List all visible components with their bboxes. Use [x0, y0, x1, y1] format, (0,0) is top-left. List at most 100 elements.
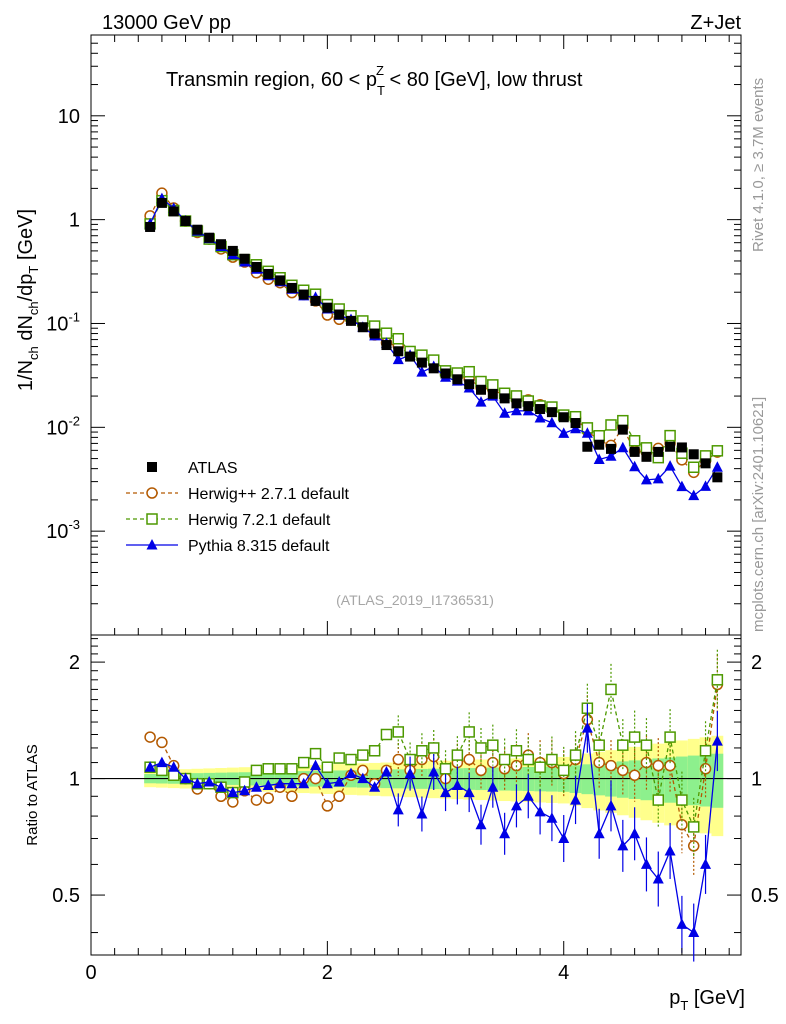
herwig7-ratio-point: [534, 761, 546, 773]
atlas-point: [216, 239, 226, 250]
atlas-point: [535, 404, 546, 415]
herwig7-ratio-point: [321, 761, 334, 773]
herwig7-ratio-point: [699, 745, 712, 757]
stat-band: [581, 764, 594, 795]
pythia-ratio-point: [274, 777, 286, 789]
pythia-ratio-point: [605, 799, 617, 811]
pythia-point: [605, 450, 617, 461]
herwig7-ratio-point: [475, 742, 487, 754]
pythia-ratio-point: [262, 779, 274, 790]
pythia-ratio-point: [191, 777, 203, 789]
pythia-point: [534, 411, 546, 423]
pythia-point: [546, 416, 558, 428]
y-tick-label: 10-3: [46, 517, 80, 543]
atlas-point: [251, 261, 262, 272]
pythia-ratio-point: [711, 735, 723, 746]
y-tick-label: 10: [58, 106, 80, 128]
herwigpp-ratio-point: [628, 769, 641, 782]
main-series: [144, 187, 724, 501]
atlas-point: [452, 374, 463, 385]
atlas-point: [653, 446, 664, 457]
herwig7-ratio-point: [167, 769, 180, 782]
header-energy-label: 13000 GeV pp: [102, 12, 231, 34]
herwig7-ratio-point: [487, 739, 499, 751]
ratio-tick-label: 2: [69, 652, 80, 674]
pythia-ratio-point: [310, 759, 322, 771]
pythia-point: [558, 427, 570, 438]
atlas-point: [381, 340, 392, 351]
ratio-series: [91, 649, 741, 962]
pythia-ratio-point: [250, 781, 262, 792]
herwig7-ratio-point: [617, 739, 629, 751]
pythia-ratio-point: [510, 799, 522, 811]
herwig7-ratio-point: [557, 764, 570, 777]
atlas-point: [476, 384, 486, 395]
x-tick-label: 0: [85, 962, 96, 984]
herwig7-point: [711, 445, 724, 457]
herwig7-point: [463, 365, 475, 378]
pythia-point: [664, 460, 676, 471]
atlas-point: [712, 472, 723, 483]
pythia-ratio-point: [534, 805, 546, 817]
y-tick-label: 10-1: [46, 309, 80, 335]
herwig7-ratio-point: [392, 726, 405, 738]
stat-band: [605, 762, 617, 797]
herwig7-ratio-point: [652, 794, 665, 806]
pythia-ratio-point: [298, 777, 310, 789]
herwig7-ratio-point: [687, 821, 700, 833]
pythia-ratio-point: [570, 794, 582, 805]
herwig7-ratio-point: [569, 749, 582, 761]
legend-marker: [146, 539, 158, 550]
stat-band: [664, 757, 676, 803]
legend-label: Pythia 8.315 default: [188, 538, 330, 555]
atlas-point: [263, 268, 274, 279]
herwigpp-ratio-point: [250, 794, 263, 806]
herwig7-ratio-point: [439, 763, 452, 775]
herwig7-point: [380, 327, 393, 339]
herwig7-ratio-point: [345, 753, 357, 766]
herwig7-ratio-point: [711, 674, 724, 686]
pythia-ratio-point: [629, 827, 641, 839]
legend-marker: [146, 487, 158, 499]
atlas-point: [676, 442, 687, 453]
atlas-point: [428, 363, 439, 374]
pythia-ratio-point: [617, 839, 629, 851]
herwig7-ratio-point: [262, 763, 275, 775]
atlas-point: [665, 441, 676, 452]
atlas-point: [606, 443, 616, 454]
pythia-point: [700, 480, 712, 491]
herwigpp-ratio-point: [227, 796, 239, 808]
pythia-ratio-point: [168, 761, 180, 772]
herwig7-point: [640, 442, 653, 454]
pythia-ratio-point: [581, 722, 593, 733]
herwig7-ratio-point: [593, 739, 605, 751]
atlas-point: [369, 328, 380, 339]
herwigpp-ratio-point: [321, 800, 334, 812]
pythia-point: [475, 396, 487, 407]
atlas-point: [156, 197, 167, 208]
pythia-point: [499, 407, 511, 418]
pythia-point: [629, 460, 641, 472]
pythia-ratio-point: [144, 761, 156, 772]
herwig7-ratio-point: [250, 764, 263, 777]
atlas-point: [464, 379, 475, 390]
atlas-point: [499, 393, 510, 404]
pythia-ratio-point: [416, 807, 428, 819]
herwig7-ratio-point: [309, 747, 322, 760]
atlas-point: [322, 302, 333, 313]
x-axis-label: pT [GeV]: [669, 987, 745, 1013]
legend: ATLAS Herwig++ 2.7.1 default Herwig 7.2.1 …: [126, 460, 350, 555]
atlas-point: [440, 368, 451, 379]
herwig7-point: [605, 419, 617, 431]
main-y-axis-label: 1/Nch dNch/dpT [GeV]: [15, 209, 41, 391]
pythia-ratio-point: [487, 781, 499, 792]
herwigpp-ratio-point: [333, 790, 345, 803]
herwig7-point: [687, 461, 700, 474]
pythia-point: [570, 422, 582, 434]
herwigpp-ratio-point: [144, 731, 156, 743]
legend-marker: [146, 513, 158, 525]
analysis-watermark: (ATLAS_2019_I1736531): [336, 592, 494, 608]
herwigpp-ratio-point: [309, 772, 322, 785]
atlas-point: [629, 446, 640, 457]
pythia-ratio-point: [463, 786, 475, 798]
